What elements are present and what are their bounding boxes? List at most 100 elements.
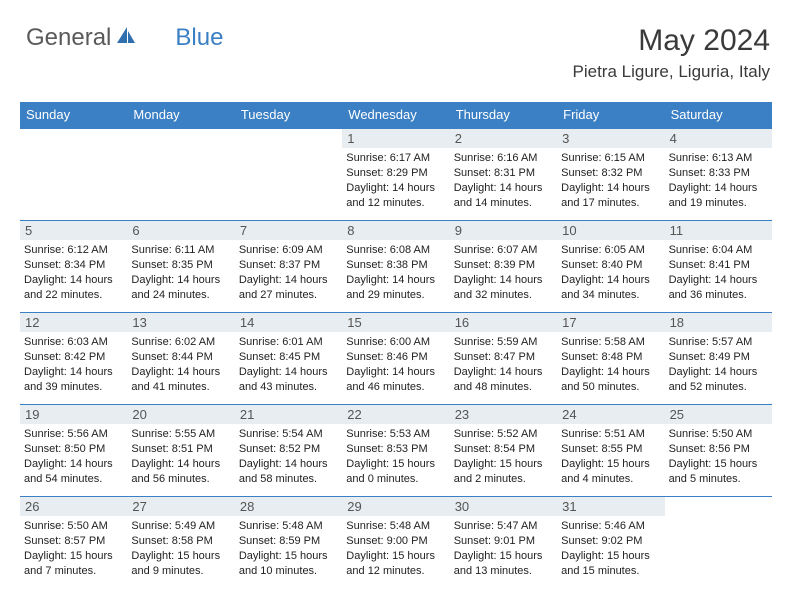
calendar-cell: 20Sunrise: 5:55 AMSunset: 8:51 PMDayligh…: [127, 404, 234, 496]
daylight-line: Daylight: 15 hours and 13 minutes.: [454, 549, 553, 579]
daylight-line: Daylight: 14 hours and 24 minutes.: [131, 273, 230, 303]
calendar-cell: 6Sunrise: 6:11 AMSunset: 8:35 PMDaylight…: [127, 220, 234, 312]
daylight-line: Daylight: 14 hours and 58 minutes.: [239, 457, 338, 487]
calendar-cell: 4Sunrise: 6:13 AMSunset: 8:33 PMDaylight…: [665, 128, 772, 220]
day-header: Sunday: [20, 102, 127, 128]
sunset-line: Sunset: 8:40 PM: [561, 258, 660, 273]
sunset-line: Sunset: 8:32 PM: [561, 166, 660, 181]
sunrise-line: Sunrise: 6:02 AM: [131, 335, 230, 350]
sunset-line: Sunset: 8:55 PM: [561, 442, 660, 457]
location-label: Pietra Ligure, Liguria, Italy: [573, 62, 771, 82]
daylight-line: Daylight: 14 hours and 12 minutes.: [346, 181, 445, 211]
daylight-line: Daylight: 14 hours and 41 minutes.: [131, 365, 230, 395]
calendar-cell: 12Sunrise: 6:03 AMSunset: 8:42 PMDayligh…: [20, 312, 127, 404]
day-number: 7: [235, 221, 342, 240]
daylight-line: Daylight: 14 hours and 56 minutes.: [131, 457, 230, 487]
sunrise-line: Sunrise: 5:46 AM: [561, 519, 660, 534]
sunset-line: Sunset: 8:44 PM: [131, 350, 230, 365]
sunset-line: Sunset: 8:31 PM: [454, 166, 553, 181]
daylight-line: Daylight: 14 hours and 32 minutes.: [454, 273, 553, 303]
sunset-line: Sunset: 8:52 PM: [239, 442, 338, 457]
day-number: 4: [665, 129, 772, 148]
sunset-line: Sunset: 8:35 PM: [131, 258, 230, 273]
calendar-cell: 2Sunrise: 6:16 AMSunset: 8:31 PMDaylight…: [450, 128, 557, 220]
sunrise-line: Sunrise: 5:50 AM: [24, 519, 123, 534]
sunrise-line: Sunrise: 6:09 AM: [239, 243, 338, 258]
day-number: 16: [450, 313, 557, 332]
logo-sail-icon: [115, 24, 137, 52]
calendar-cell: 26 Sunrise: 5:50 AMSunset: 8:57 PMDayligh…: [20, 496, 127, 588]
sunset-line: Sunset: 9:02 PM: [561, 534, 660, 549]
sunrise-line: Sunrise: 5:49 AM: [131, 519, 230, 534]
daylight-line: Daylight: 15 hours and 10 minutes.: [239, 549, 338, 579]
header-right: May 2024 Pietra Ligure, Liguria, Italy: [573, 24, 771, 82]
daylight-line: Daylight: 14 hours and 50 minutes.: [561, 365, 660, 395]
calendar-cell: 18Sunrise: 5:57 AMSunset: 8:49 PMDayligh…: [665, 312, 772, 404]
daylight-line: Daylight: 14 hours and 17 minutes.: [561, 181, 660, 211]
daylight-line: Daylight: 14 hours and 54 minutes.: [24, 457, 123, 487]
calendar-cell: 15Sunrise: 6:00 AMSunset: 8:46 PMDayligh…: [342, 312, 449, 404]
daylight-line: Daylight: 14 hours and 43 minutes.: [239, 365, 338, 395]
calendar-cell: 29Sunrise: 5:48 AMSunset: 9:00 PMDayligh…: [342, 496, 449, 588]
day-number: 14: [235, 313, 342, 332]
sunset-line: Sunset: 8:42 PM: [24, 350, 123, 365]
calendar-cell: [665, 496, 772, 588]
day-header: Friday: [557, 102, 664, 128]
calendar-cell: 14Sunrise: 6:01 AMSunset: 8:45 PMDayligh…: [235, 312, 342, 404]
calendar-cell: [127, 128, 234, 220]
daylight-line: Daylight: 15 hours and 7 minutes.: [24, 549, 123, 579]
day-number: 5: [20, 221, 127, 240]
daylight-line: Daylight: 14 hours and 46 minutes.: [346, 365, 445, 395]
sunset-line: Sunset: 9:01 PM: [454, 534, 553, 549]
day-header: Thursday: [450, 102, 557, 128]
sunrise-line: Sunrise: 6:15 AM: [561, 151, 660, 166]
day-number: 21: [235, 405, 342, 424]
daylight-line: Daylight: 14 hours and 48 minutes.: [454, 365, 553, 395]
sunrise-line: Sunrise: 5:52 AM: [454, 427, 553, 442]
daylight-line: Daylight: 15 hours and 0 minutes.: [346, 457, 445, 487]
daylight-line: Daylight: 14 hours and 29 minutes.: [346, 273, 445, 303]
daylight-line: Daylight: 14 hours and 34 minutes.: [561, 273, 660, 303]
day-number: 29: [342, 497, 449, 516]
sunset-line: Sunset: 8:57 PM: [24, 534, 123, 549]
day-number: 27: [127, 497, 234, 516]
daylight-line: Daylight: 14 hours and 19 minutes.: [669, 181, 768, 211]
calendar-cell: 28Sunrise: 5:48 AMSunset: 8:59 PMDayligh…: [235, 496, 342, 588]
sunrise-line: Sunrise: 5:58 AM: [561, 335, 660, 350]
sunset-line: Sunset: 8:34 PM: [24, 258, 123, 273]
sunrise-line: Sunrise: 6:04 AM: [669, 243, 768, 258]
logo-text-1: General: [26, 24, 111, 52]
sunrise-line: Sunrise: 5:54 AM: [239, 427, 338, 442]
sunset-line: Sunset: 8:37 PM: [239, 258, 338, 273]
daylight-line: Daylight: 14 hours and 39 minutes.: [24, 365, 123, 395]
sunrise-line: Sunrise: 6:16 AM: [454, 151, 553, 166]
day-header: Tuesday: [235, 102, 342, 128]
day-number: 13: [127, 313, 234, 332]
sunset-line: Sunset: 9:00 PM: [346, 534, 445, 549]
day-number: 28: [235, 497, 342, 516]
calendar-cell: 5Sunrise: 6:12 AMSunset: 8:34 PMDaylight…: [20, 220, 127, 312]
day-number: 15: [342, 313, 449, 332]
day-number: 11: [665, 221, 772, 240]
sunrise-line: Sunrise: 6:08 AM: [346, 243, 445, 258]
daylight-line: Daylight: 14 hours and 27 minutes.: [239, 273, 338, 303]
day-number: 18: [665, 313, 772, 332]
daylight-line: Daylight: 15 hours and 9 minutes.: [131, 549, 230, 579]
calendar-cell: 10Sunrise: 6:05 AMSunset: 8:40 PMDayligh…: [557, 220, 664, 312]
calendar-cell: 19Sunrise: 5:56 AMSunset: 8:50 PMDayligh…: [20, 404, 127, 496]
day-number: 3: [557, 129, 664, 148]
logo: General Blue: [26, 24, 223, 52]
day-number: 9: [450, 221, 557, 240]
day-number: 10: [557, 221, 664, 240]
sunset-line: Sunset: 8:54 PM: [454, 442, 553, 457]
day-number: 19: [20, 405, 127, 424]
day-number: 26: [20, 497, 127, 516]
sunset-line: Sunset: 8:33 PM: [669, 166, 768, 181]
calendar-cell: 17Sunrise: 5:58 AMSunset: 8:48 PMDayligh…: [557, 312, 664, 404]
sunrise-line: Sunrise: 5:48 AM: [346, 519, 445, 534]
day-number: 22: [342, 405, 449, 424]
day-header: Wednesday: [342, 102, 449, 128]
daylight-line: Daylight: 14 hours and 22 minutes.: [24, 273, 123, 303]
sunrise-line: Sunrise: 5:48 AM: [239, 519, 338, 534]
calendar-cell: 22Sunrise: 5:53 AMSunset: 8:53 PMDayligh…: [342, 404, 449, 496]
